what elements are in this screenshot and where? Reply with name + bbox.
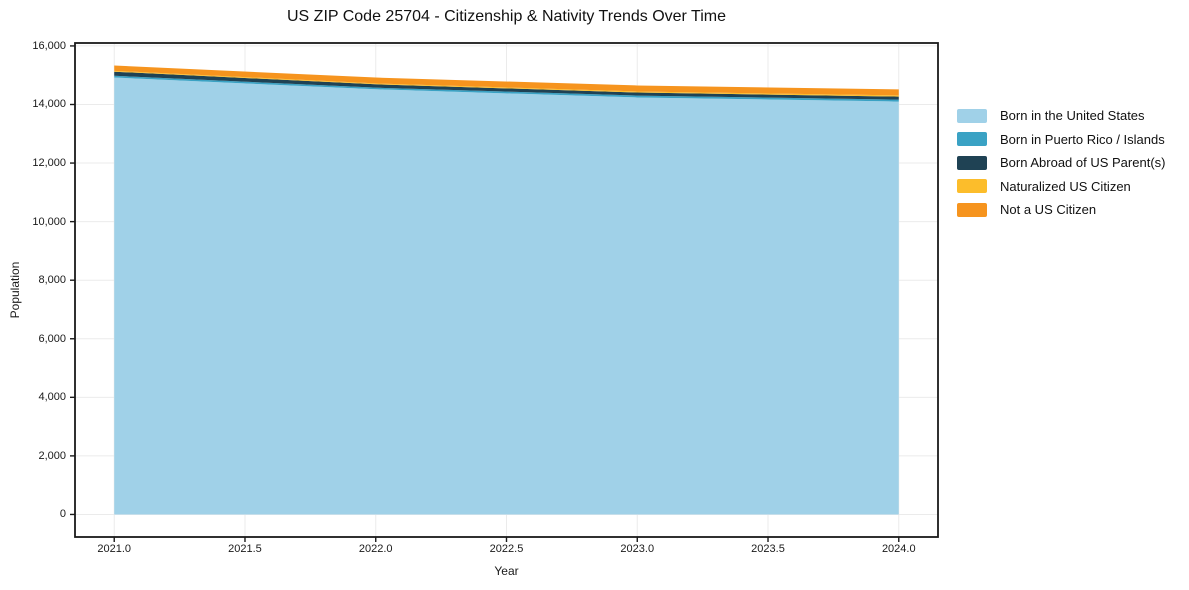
y-tick-label: 6,000 [38,332,66,345]
legend-swatch-icon [957,202,987,217]
y-tick-label: 2,000 [38,449,66,462]
y-tick-label: 14,000 [32,98,66,111]
x-tick-label: 2022.0 [358,543,393,555]
legend-swatch-icon [957,108,987,123]
legend-swatch-icon [957,179,987,194]
legend-label: Naturalized US Citizen [1000,178,1131,194]
legend-label: Born Abroad of US Parent(s) [1000,155,1166,171]
x-axis-label: Year [494,564,519,578]
legend-label: Born in the United States [1000,108,1145,124]
x-tick-label: 2024.0 [881,543,916,555]
x-tick-label: 2023.5 [751,543,785,555]
x-tick-label: 2021.0 [97,543,132,555]
legend-label: Born in Puerto Rico / Islands [1000,131,1165,147]
legend-item: Born in Puerto Rico / Islands [957,128,1165,152]
y-tick-label: 10,000 [32,215,66,228]
chart-title: US ZIP Code 25704 - Citizenship & Nativi… [287,8,726,25]
legend-item: Naturalized US Citizen [957,175,1165,199]
legend-item: Born Abroad of US Parent(s) [957,151,1165,175]
legend-item: Born in the United States [957,104,1165,128]
y-axis-label: Population [8,261,22,319]
legend: Born in the United States Born in Puerto … [957,104,1165,222]
y-tick-label: 16,000 [32,39,66,52]
x-tick-label: 2023.0 [620,543,655,555]
legend-item: Not a US Citizen [957,198,1165,222]
area-series-1 [114,75,899,102]
legend-label: Not a US Citizen [1000,202,1097,218]
y-tick-label: 4,000 [38,391,66,404]
legend-swatch-icon [957,155,987,170]
area-series-2 [114,71,899,100]
area-series-0 [114,77,899,515]
legend-swatch-icon [957,132,987,147]
x-tick-label: 2021.5 [228,543,262,555]
x-tick-label: 2022.5 [489,543,524,555]
y-tick-label: 0 [59,508,66,521]
y-tick-label: 12,000 [32,157,66,170]
y-tick-label: 8,000 [38,274,66,287]
area-series-4 [114,65,899,96]
